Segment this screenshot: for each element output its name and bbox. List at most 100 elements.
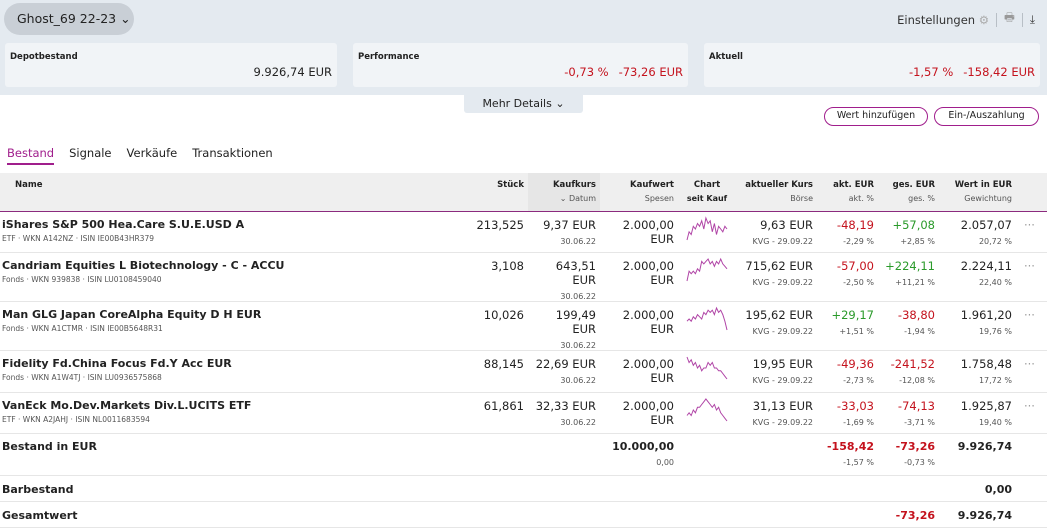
more-actions-icon[interactable]: ··· xyxy=(1016,392,1047,434)
col-price[interactable]: aktueller Kurs Börse xyxy=(736,173,817,212)
security-meta: ETF · WKN A2JAHJ · ISIN NL0011683594 xyxy=(2,414,150,424)
col-total[interactable]: ges. EUR ges. % xyxy=(878,173,939,212)
buy-date: 30.06.22 xyxy=(560,236,596,246)
weight: 20,72 % xyxy=(978,236,1012,246)
day-eur: -49,36 xyxy=(836,357,874,371)
total-eur: -38,80 xyxy=(897,308,935,322)
col-name[interactable]: Name xyxy=(0,173,470,212)
table-row[interactable]: Candriam Equities L Biotechnology - C - … xyxy=(0,252,1047,302)
col-chart: Chart seit Kauf xyxy=(678,173,736,212)
total-eur: +224,11 xyxy=(885,259,935,273)
current-price: 31,13 EUR xyxy=(752,398,813,413)
col-buy-price[interactable]: Kaufkurs ⌄ Datum xyxy=(528,173,600,212)
qty: 3,108 xyxy=(470,252,528,302)
table-row[interactable]: Man GLG Japan CoreAlpha Equity D H EUR Fo… xyxy=(0,301,1047,351)
card-depotbestand: Depotbestand 9.926,74 EUR xyxy=(5,43,337,87)
col-buy-value[interactable]: Kaufwert Spesen xyxy=(600,173,678,212)
day-eur: -33,03 xyxy=(836,398,874,413)
exchange: KVG - 29.09.22 xyxy=(752,278,813,287)
chevron-down-icon: ⌄ xyxy=(551,97,565,110)
total-pct: +2,85 % xyxy=(900,236,935,246)
buy-value: 2.000,00 EUR xyxy=(600,350,678,393)
more-actions-icon[interactable]: ··· xyxy=(1016,350,1047,393)
total-pct: -12,08 % xyxy=(899,376,935,385)
exchange: KVG - 29.09.22 xyxy=(752,327,813,336)
col-day[interactable]: akt. EUR akt. % xyxy=(817,173,878,212)
security-name[interactable]: Fidelity Fd.China Focus Fd.Y Acc EUR xyxy=(2,357,232,370)
security-name[interactable]: Man GLG Japan CoreAlpha Equity D H EUR xyxy=(2,308,262,321)
sparkline xyxy=(678,252,736,302)
sparkline-line xyxy=(686,215,728,240)
day-pct: -2,50 % xyxy=(843,278,874,287)
table-header: Name Stück Kaufkurs ⌄ Datum Kaufwert Spese… xyxy=(0,173,1047,212)
chevron-down-icon: ⌄ xyxy=(116,11,131,26)
tab-bestand[interactable]: Bestand xyxy=(7,146,55,165)
current-price: 195,62 EUR xyxy=(745,308,813,322)
current-price: 9,63 EUR xyxy=(760,217,813,232)
day-eur: +29,17 xyxy=(831,308,874,322)
sparkline-chart xyxy=(686,215,728,240)
weight: 19,76 % xyxy=(978,327,1012,336)
value: 1.925,87 xyxy=(960,398,1012,413)
day-pct: -2,29 % xyxy=(843,236,874,246)
exchange: KVG - 29.09.22 xyxy=(752,376,813,385)
security-name[interactable]: iShares S&P 500 Hea.Care S.U.E.USD A xyxy=(2,217,245,231)
col-qty[interactable]: Stück xyxy=(470,173,528,212)
download-icon[interactable]: ⤓ xyxy=(1029,12,1035,26)
more-actions-icon[interactable]: ··· xyxy=(1016,252,1047,302)
print-icon[interactable]: 🖶 xyxy=(1004,10,1015,24)
total-eur: -74,13 xyxy=(897,398,935,413)
more-actions-icon[interactable]: ··· xyxy=(1016,211,1047,253)
holdings-table: Name Stück Kaufkurs ⌄ Datum Kaufwert Spese… xyxy=(0,173,1047,528)
total-eur: -241,52 xyxy=(890,357,935,371)
sparkline-chart xyxy=(686,306,728,331)
qty: 61,861 xyxy=(470,392,528,434)
value: 1.758,48 xyxy=(960,357,1012,371)
sparkline-line xyxy=(686,356,728,380)
add-security-button[interactable]: Wert hinzufügen xyxy=(824,107,928,126)
sparkline xyxy=(678,211,736,253)
deposit-withdraw-button[interactable]: Ein-/Auszahlung xyxy=(934,107,1039,126)
gear-icon: ⚙ xyxy=(978,12,990,27)
buy-price: 9,37 EUR xyxy=(543,217,596,232)
account-selector[interactable]: Ghost_69 22-23 ⌄ xyxy=(4,3,134,35)
weight: 22,40 % xyxy=(978,278,1012,287)
settings-button[interactable]: Einstellungen ⚙ xyxy=(897,12,990,27)
qty: 10,026 xyxy=(470,301,528,351)
tab-transaktionen[interactable]: Transaktionen xyxy=(192,146,273,160)
tab-verkaeufe[interactable]: Verkäufe xyxy=(126,146,178,160)
total-pct: -3,71 % xyxy=(904,417,935,427)
buy-value: 2.000,00 EUR xyxy=(600,392,678,434)
more-actions-icon[interactable]: ··· xyxy=(1016,301,1047,351)
tab-signale[interactable]: Signale xyxy=(69,146,112,160)
table-row[interactable]: iShares S&P 500 Hea.Care S.U.E.USD A ETF … xyxy=(0,211,1047,253)
day-pct: -1,69 % xyxy=(843,417,874,427)
buy-date: 30.06.22 xyxy=(560,292,596,301)
security-name[interactable]: VanEck Mo.Dev.Markets Div.L.UCITS ETF xyxy=(2,398,252,412)
table-row[interactable]: Fidelity Fd.China Focus Fd.Y Acc EUR Fond… xyxy=(0,350,1047,393)
sparkline-line xyxy=(686,397,728,421)
security-name[interactable]: Candriam Equities L Biotechnology - C - … xyxy=(2,259,285,272)
day-eur: -57,00 xyxy=(836,259,874,273)
sparkline-chart xyxy=(686,397,728,421)
value: 1.961,20 xyxy=(960,308,1012,322)
buy-value: 2.000,00 EUR xyxy=(600,252,678,302)
buy-value: 2.000,00 EUR xyxy=(600,301,678,351)
cash-row: Barbestand 0,00 xyxy=(0,475,1047,502)
day-eur: -48,19 xyxy=(836,217,874,232)
sparkline xyxy=(678,350,736,393)
sparkline-chart xyxy=(686,356,728,380)
total-eur: +57,08 xyxy=(892,217,935,232)
current-price: 715,62 EUR xyxy=(745,259,813,273)
value: 2.057,07 xyxy=(960,217,1012,232)
divider xyxy=(996,12,998,27)
more-details-button[interactable]: Mehr Details ⌄ xyxy=(464,95,583,113)
buy-value: 2.000,00 EUR xyxy=(600,211,678,253)
col-actions xyxy=(1016,173,1047,212)
table-row[interactable]: VanEck Mo.Dev.Markets Div.L.UCITS ETF ETF… xyxy=(0,392,1047,434)
col-value[interactable]: Wert in EUR Gewichtung xyxy=(939,173,1016,212)
current-price: 19,95 EUR xyxy=(752,357,813,371)
day-pct: -2,73 % xyxy=(843,376,874,385)
buy-date: 30.06.22 xyxy=(560,417,596,427)
toolbar: Einstellungen ⚙ 🖶 ⤓ xyxy=(897,10,1035,29)
